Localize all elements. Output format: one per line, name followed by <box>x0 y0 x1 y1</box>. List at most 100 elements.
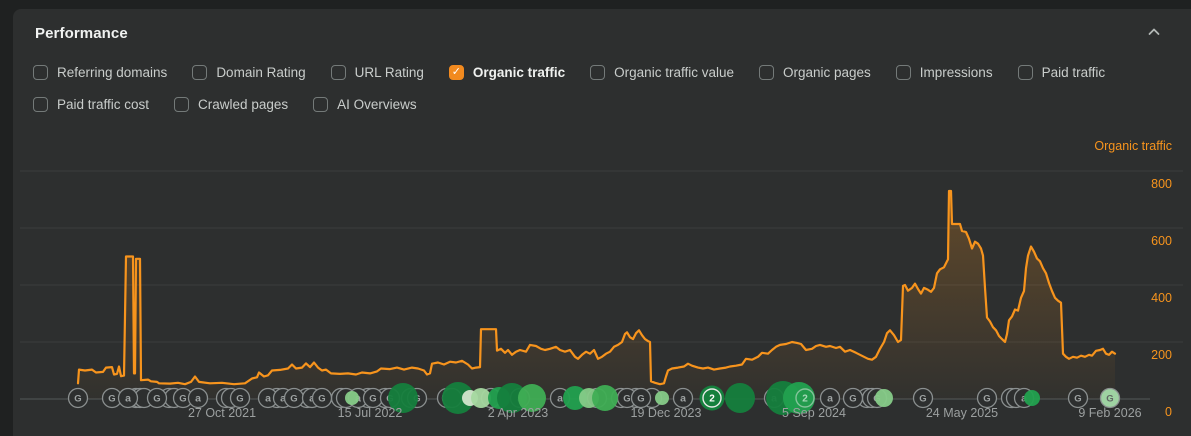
event-marker-green-dot-icon[interactable]: G <box>1099 387 1121 409</box>
checkbox-item-organic-pages[interactable]: Organic pages <box>758 65 871 80</box>
x-axis-date-label: 9 Feb 2026 <box>1078 406 1141 420</box>
google-update-marker-icon[interactable]: G <box>1067 387 1089 409</box>
y-axis-tick-label: 400 <box>1151 291 1172 305</box>
svg-text:a: a <box>195 393 201 405</box>
svg-text:a: a <box>680 393 686 405</box>
checkbox-label: Referring domains <box>57 65 168 80</box>
google-update-marker-icon[interactable]: G <box>146 387 168 409</box>
svg-text:a: a <box>125 393 131 405</box>
event-marker-green-dot-icon[interactable] <box>442 382 474 414</box>
svg-text:G: G <box>290 394 297 405</box>
checkbox-item-url-rating[interactable]: URL Rating <box>330 65 424 80</box>
metric-checkbox-row-1: Referring domains Domain Rating URL Rating… <box>33 65 1181 80</box>
svg-text:2: 2 <box>709 394 715 405</box>
checkbox-item-referring-domains[interactable]: Referring domains <box>33 65 167 80</box>
metric-checkbox-row-2: Paid traffic cost Crawled pages AI Overvie… <box>33 97 1181 112</box>
google-update-marker-icon[interactable]: a <box>187 387 209 409</box>
svg-text:G: G <box>849 394 856 405</box>
checkbox-unchecked[interactable] <box>192 65 208 80</box>
x-axis-date-label: 19 Dec 2023 <box>631 406 702 420</box>
checkbox-label: Organic traffic value <box>614 65 734 80</box>
svg-text:a: a <box>280 393 286 405</box>
event-marker-green-dot-icon[interactable] <box>725 383 755 413</box>
checkbox-item-impressions[interactable]: Impressions <box>895 65 993 80</box>
checkbox-item-domain-rating[interactable]: Domain Rating <box>192 65 306 80</box>
checkbox-item-crawled-pages[interactable]: Crawled pages <box>174 97 288 112</box>
svg-text:a: a <box>557 393 563 405</box>
svg-text:G: G <box>637 394 644 405</box>
checkbox-unchecked[interactable] <box>590 65 606 80</box>
google-update-marker-icon[interactable]: G <box>283 387 305 409</box>
checkbox-unchecked[interactable] <box>330 65 346 80</box>
checkbox-item-organic-traffic[interactable]: ✓ Organic traffic <box>448 65 566 80</box>
checkbox-unchecked[interactable] <box>1017 65 1033 80</box>
checkbox-label: AI Overviews <box>337 97 417 112</box>
checkbox-unchecked[interactable] <box>895 65 911 80</box>
y-axis-zero-label: 0 <box>1165 405 1172 419</box>
checkbox-label: URL Rating <box>354 65 424 80</box>
google-update-marker-icon[interactable]: a <box>257 387 279 409</box>
event-marker-count-badge[interactable]: 2 <box>699 385 725 411</box>
google-update-marker-icon[interactable]: G <box>912 387 934 409</box>
google-update-marker-icon[interactable]: G <box>842 387 864 409</box>
svg-text:G: G <box>1106 394 1113 405</box>
google-update-marker-icon[interactable]: a <box>672 387 694 409</box>
svg-text:G: G <box>983 394 990 405</box>
x-axis-date-label: 5 Sep 2024 <box>782 406 846 420</box>
event-marker-green-dot-icon[interactable] <box>518 384 546 412</box>
google-update-marker-icon[interactable]: G <box>362 387 384 409</box>
panel-title: Performance <box>35 25 128 42</box>
event-marker-green-dot-icon[interactable] <box>875 389 893 407</box>
checkbox-unchecked[interactable] <box>758 65 774 80</box>
svg-text:G: G <box>1074 394 1081 405</box>
checkbox-unchecked[interactable] <box>33 97 48 112</box>
y-axis-tick-label: 600 <box>1151 234 1172 248</box>
x-axis-date-label: 27 Oct 2021 <box>188 406 256 420</box>
svg-text:G: G <box>179 394 186 405</box>
checkbox-unchecked[interactable] <box>33 65 48 80</box>
google-update-marker-icon[interactable]: G <box>976 387 998 409</box>
checkbox-label: Crawled pages <box>198 97 289 112</box>
traffic-area-fill <box>78 191 1115 399</box>
google-update-marker-icon[interactable]: a <box>819 387 841 409</box>
svg-text:a: a <box>265 393 271 405</box>
event-marker-green-dot-icon[interactable] <box>1024 390 1040 406</box>
event-marker-green-dot-icon[interactable] <box>388 383 418 413</box>
event-marker-green-dot-icon[interactable] <box>497 383 527 413</box>
checkbox-item-organic-traffic-value[interactable]: Organic traffic value <box>590 65 734 80</box>
checkbox-unchecked[interactable] <box>174 97 190 112</box>
svg-text:2: 2 <box>802 394 808 405</box>
y-axis-tick-label: 800 <box>1151 177 1172 191</box>
x-axis-date-label: 24 May 2025 <box>926 406 998 420</box>
checkbox-checked[interactable]: ✓ <box>448 65 464 80</box>
event-marker-green-dot-icon[interactable] <box>592 385 618 411</box>
organic-traffic-line <box>76 189 1117 386</box>
svg-text:G: G <box>369 394 376 405</box>
checkbox-label: Paid traffic cost <box>57 97 150 112</box>
event-marker-green-dot-icon[interactable] <box>345 391 359 405</box>
google-update-marker-icon[interactable]: G <box>630 387 652 409</box>
checkbox-unchecked[interactable] <box>313 97 329 112</box>
checkbox-item-paid-traffic[interactable]: Paid traffic <box>1017 65 1106 80</box>
collapse-button[interactable] <box>1145 23 1163 41</box>
svg-text:G: G <box>74 394 81 405</box>
checkbox-label: Organic traffic <box>472 65 566 80</box>
google-update-marker-icon[interactable]: a <box>117 387 139 409</box>
google-update-marker-icon[interactable]: G <box>67 387 89 409</box>
event-marker-green-dot-icon[interactable] <box>471 388 491 408</box>
checkbox-label: Paid traffic <box>1041 65 1106 80</box>
checkbox-label: Domain Rating <box>216 65 306 80</box>
checkbox-label: Organic pages <box>782 65 871 80</box>
chevron-up-icon <box>1148 28 1160 35</box>
x-axis-date-label: 15 Jul 2022 <box>338 406 403 420</box>
checkbox-item-paid-traffic-cost[interactable]: Paid traffic cost <box>33 97 149 112</box>
checkbox-item-ai-overviews[interactable]: AI Overviews <box>313 97 417 112</box>
event-marker-count-badge[interactable]: 2 <box>795 388 815 408</box>
event-marker-green-dot-icon[interactable] <box>655 391 669 405</box>
event-marker-green-dot-icon[interactable] <box>783 382 815 414</box>
google-update-marker-icon[interactable]: G <box>229 387 251 409</box>
google-update-marker-icon[interactable]: G <box>311 387 333 409</box>
svg-text:G: G <box>623 394 630 405</box>
svg-text:G: G <box>153 394 160 405</box>
